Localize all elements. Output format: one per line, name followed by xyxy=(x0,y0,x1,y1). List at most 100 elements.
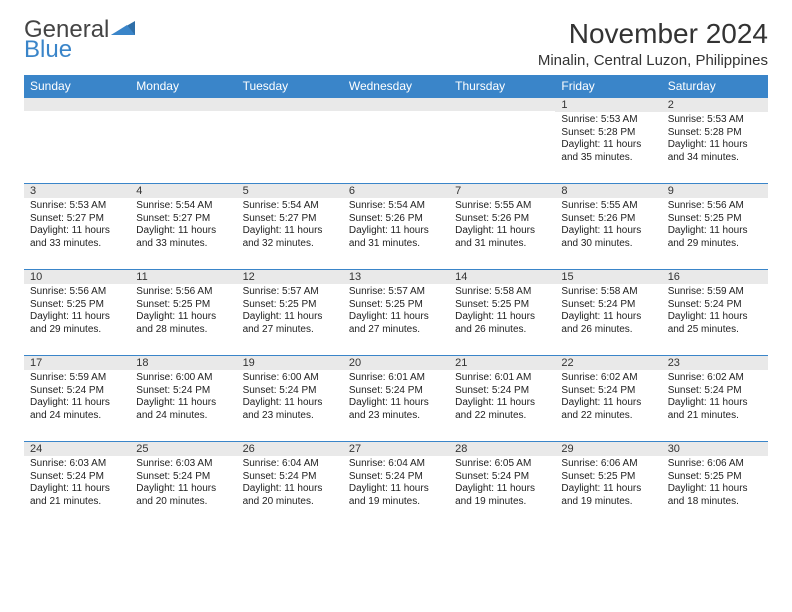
day-header: Monday xyxy=(130,75,236,97)
day-line: Daylight: 11 hours and 33 minutes. xyxy=(136,225,230,250)
day-line: Sunrise: 5:53 AM xyxy=(561,114,655,127)
day-content: Sunrise: 5:59 AMSunset: 5:24 PMDaylight:… xyxy=(24,370,130,426)
calendar-week-row: 24Sunrise: 6:03 AMSunset: 5:24 PMDayligh… xyxy=(24,441,768,527)
day-line: Sunset: 5:26 PM xyxy=(455,213,549,226)
day-content: Sunrise: 5:54 AMSunset: 5:27 PMDaylight:… xyxy=(237,198,343,254)
day-line: Daylight: 11 hours and 29 minutes. xyxy=(668,225,762,250)
day-line: Sunrise: 5:58 AM xyxy=(455,286,549,299)
calendar-cell: 6Sunrise: 5:54 AMSunset: 5:26 PMDaylight… xyxy=(343,183,449,269)
day-line: Daylight: 11 hours and 23 minutes. xyxy=(243,397,337,422)
day-number: 12 xyxy=(237,269,343,284)
day-content: Sunrise: 5:56 AMSunset: 5:25 PMDaylight:… xyxy=(662,198,768,254)
day-content: Sunrise: 6:02 AMSunset: 5:24 PMDaylight:… xyxy=(662,370,768,426)
day-line: Sunset: 5:25 PM xyxy=(455,299,549,312)
day-line: Sunrise: 6:02 AM xyxy=(668,372,762,385)
day-number xyxy=(343,97,449,111)
day-line: Sunrise: 6:03 AM xyxy=(136,458,230,471)
calendar-cell: 28Sunrise: 6:05 AMSunset: 5:24 PMDayligh… xyxy=(449,441,555,527)
day-number: 4 xyxy=(130,183,236,198)
day-content: Sunrise: 5:55 AMSunset: 5:26 PMDaylight:… xyxy=(449,198,555,254)
day-content: Sunrise: 5:56 AMSunset: 5:25 PMDaylight:… xyxy=(130,284,236,340)
day-line: Sunset: 5:25 PM xyxy=(30,299,124,312)
day-number: 26 xyxy=(237,441,343,456)
day-number: 22 xyxy=(555,355,661,370)
calendar-cell: 2Sunrise: 5:53 AMSunset: 5:28 PMDaylight… xyxy=(662,97,768,183)
day-line: Sunset: 5:25 PM xyxy=(349,299,443,312)
day-content: Sunrise: 5:58 AMSunset: 5:24 PMDaylight:… xyxy=(555,284,661,340)
day-line: Sunset: 5:25 PM xyxy=(668,213,762,226)
calendar-cell: 12Sunrise: 5:57 AMSunset: 5:25 PMDayligh… xyxy=(237,269,343,355)
day-number: 17 xyxy=(24,355,130,370)
calendar-cell: 11Sunrise: 5:56 AMSunset: 5:25 PMDayligh… xyxy=(130,269,236,355)
calendar-header-row: SundayMondayTuesdayWednesdayThursdayFrid… xyxy=(24,75,768,97)
day-line: Daylight: 11 hours and 35 minutes. xyxy=(561,139,655,164)
day-number: 13 xyxy=(343,269,449,284)
logo: General Blue xyxy=(24,18,137,62)
day-line: Daylight: 11 hours and 31 minutes. xyxy=(349,225,443,250)
day-line: Daylight: 11 hours and 30 minutes. xyxy=(561,225,655,250)
calendar-cell: 8 Sunrise: 5:55 AMSunset: 5:26 PMDaylight… xyxy=(555,183,661,269)
title-block: November 2024 Minalin, Central Luzon, Ph… xyxy=(538,18,768,69)
calendar-week-row: 10Sunrise: 5:56 AMSunset: 5:25 PMDayligh… xyxy=(24,269,768,355)
day-content xyxy=(449,111,555,117)
day-line: Sunrise: 6:02 AM xyxy=(561,372,655,385)
day-line: Sunset: 5:24 PM xyxy=(243,471,337,484)
calendar-cell: 18Sunrise: 6:00 AMSunset: 5:24 PMDayligh… xyxy=(130,355,236,441)
day-number: 16 xyxy=(662,269,768,284)
day-line: Daylight: 11 hours and 21 minutes. xyxy=(30,483,124,508)
day-line: Sunset: 5:25 PM xyxy=(668,471,762,484)
day-content: Sunrise: 5:53 AMSunset: 5:28 PMDaylight:… xyxy=(555,112,661,168)
day-number: 1 xyxy=(555,97,661,112)
day-line: Daylight: 11 hours and 27 minutes. xyxy=(349,311,443,336)
day-line: Sunrise: 5:58 AM xyxy=(561,286,655,299)
day-content: Sunrise: 5:57 AMSunset: 5:25 PMDaylight:… xyxy=(343,284,449,340)
calendar-cell: 16Sunrise: 5:59 AMSunset: 5:24 PMDayligh… xyxy=(662,269,768,355)
day-line: Sunrise: 6:01 AM xyxy=(349,372,443,385)
day-content xyxy=(24,111,130,117)
day-line: Sunrise: 6:01 AM xyxy=(455,372,549,385)
day-line: Daylight: 11 hours and 21 minutes. xyxy=(668,397,762,422)
day-number: 19 xyxy=(237,355,343,370)
calendar-cell: 20Sunrise: 6:01 AMSunset: 5:24 PMDayligh… xyxy=(343,355,449,441)
calendar-cell: 10Sunrise: 5:56 AMSunset: 5:25 PMDayligh… xyxy=(24,269,130,355)
calendar-cell: 13Sunrise: 5:57 AMSunset: 5:25 PMDayligh… xyxy=(343,269,449,355)
day-line: Daylight: 11 hours and 18 minutes. xyxy=(668,483,762,508)
day-line: Sunrise: 6:00 AM xyxy=(136,372,230,385)
day-line: Sunrise: 6:06 AM xyxy=(561,458,655,471)
day-line: Sunset: 5:24 PM xyxy=(349,471,443,484)
day-number: 15 xyxy=(555,269,661,284)
day-line: Sunrise: 6:06 AM xyxy=(668,458,762,471)
day-number: 6 xyxy=(343,183,449,198)
day-line: Daylight: 11 hours and 28 minutes. xyxy=(136,311,230,336)
day-line: Sunrise: 6:03 AM xyxy=(30,458,124,471)
day-number: 8 xyxy=(555,183,661,198)
day-content: Sunrise: 5:54 AMSunset: 5:26 PMDaylight:… xyxy=(343,198,449,254)
calendar-cell xyxy=(449,97,555,183)
day-content: Sunrise: 6:04 AMSunset: 5:24 PMDaylight:… xyxy=(343,456,449,512)
day-line: Daylight: 11 hours and 22 minutes. xyxy=(561,397,655,422)
day-line: Daylight: 11 hours and 24 minutes. xyxy=(136,397,230,422)
day-line: Sunrise: 6:04 AM xyxy=(349,458,443,471)
day-line: Sunrise: 6:00 AM xyxy=(243,372,337,385)
day-content: Sunrise: 5:57 AMSunset: 5:25 PMDaylight:… xyxy=(237,284,343,340)
day-line: Sunset: 5:24 PM xyxy=(668,299,762,312)
day-content xyxy=(130,111,236,117)
calendar-cell xyxy=(130,97,236,183)
day-line: Daylight: 11 hours and 32 minutes. xyxy=(243,225,337,250)
day-line: Daylight: 11 hours and 26 minutes. xyxy=(455,311,549,336)
day-line: Sunrise: 5:56 AM xyxy=(30,286,124,299)
day-content xyxy=(343,111,449,117)
day-number: 5 xyxy=(237,183,343,198)
calendar-cell: 30Sunrise: 6:06 AMSunset: 5:25 PMDayligh… xyxy=(662,441,768,527)
day-content: Sunrise: 6:01 AMSunset: 5:24 PMDaylight:… xyxy=(449,370,555,426)
day-line: Sunset: 5:26 PM xyxy=(561,213,655,226)
calendar-week-row: 3Sunrise: 5:53 AMSunset: 5:27 PMDaylight… xyxy=(24,183,768,269)
day-line: Sunrise: 5:55 AM xyxy=(561,200,655,213)
day-number xyxy=(24,97,130,111)
day-line: Sunrise: 5:56 AM xyxy=(136,286,230,299)
day-line: Sunset: 5:26 PM xyxy=(349,213,443,226)
day-line: Sunrise: 6:05 AM xyxy=(455,458,549,471)
day-content: Sunrise: 5:59 AMSunset: 5:24 PMDaylight:… xyxy=(662,284,768,340)
location-subtitle: Minalin, Central Luzon, Philippines xyxy=(538,52,768,69)
logo-text-blue: Blue xyxy=(24,38,137,62)
